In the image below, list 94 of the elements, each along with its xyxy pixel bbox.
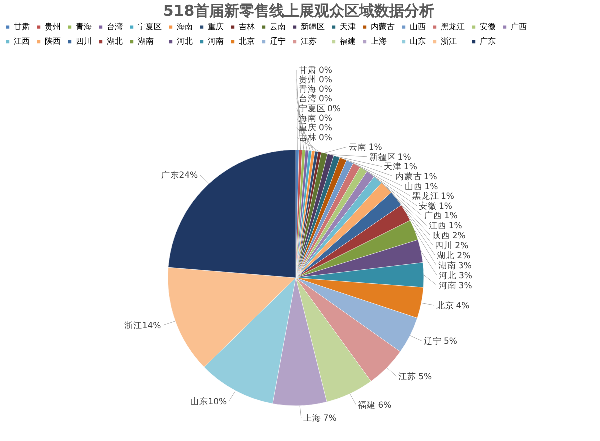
data-label: 1%: [439, 202, 453, 212]
slice-label: 四川: [435, 240, 454, 252]
data-label: 10%: [208, 398, 228, 408]
data-label: 1%: [398, 152, 412, 163]
data-label: 5%: [444, 337, 458, 348]
legend-label: 青海: [76, 22, 92, 32]
data-label: 24%: [179, 171, 198, 182]
data-label: 14%: [142, 321, 162, 332]
data-label: 1%: [441, 192, 455, 202]
data-label: 2%: [455, 241, 469, 252]
slice-label: 湖南: [438, 260, 456, 272]
data-label: 5%: [418, 372, 432, 382]
slice-label: 天津: [384, 162, 402, 173]
legend-label: 云南: [270, 22, 286, 32]
legend-label: 河北: [177, 37, 193, 46]
slice-label: 安徽: [419, 200, 438, 212]
slice-label: 陕西: [432, 230, 450, 242]
data-label: 1%: [424, 182, 438, 192]
legend-label: 北京: [239, 37, 255, 46]
slice-label: 山西: [404, 181, 423, 192]
slice-label: 江西: [428, 220, 447, 232]
slice-label: 北京: [436, 300, 454, 312]
slice-label: 重庆: [299, 122, 317, 134]
slice-label: 上海: [303, 412, 322, 424]
data-label: 3%: [458, 271, 472, 282]
legend-label: 黑龙江: [441, 22, 465, 32]
data-label: 1%: [404, 162, 418, 173]
slice-label: 云南: [348, 142, 367, 154]
legend-label: 上海: [371, 37, 387, 46]
slice-label: 新疆区: [369, 152, 396, 163]
data-label: 0%: [319, 124, 332, 134]
data-label: 0%: [319, 66, 332, 76]
legend-label: 辽宁: [270, 37, 286, 46]
legend-label: 河南: [208, 37, 224, 46]
legend-label: 四川: [76, 37, 92, 46]
slice-label: 广西: [424, 210, 442, 222]
slice-label: 台湾: [299, 94, 317, 105]
data-label: 0%: [319, 94, 332, 105]
slice-label: 广东: [161, 170, 180, 182]
data-label: 2%: [457, 251, 471, 262]
slice-label: 江苏: [398, 371, 417, 382]
slice-label: 山东: [190, 396, 208, 408]
legend-label: 江苏: [301, 37, 317, 46]
legend-label: 重庆: [208, 22, 224, 32]
legend-label: 福建: [340, 37, 356, 46]
legend-label: 贵州: [45, 22, 61, 32]
data-label: 4%: [456, 302, 470, 312]
slice-label: 湖北: [437, 250, 456, 262]
data-label: 0%: [319, 75, 332, 86]
legend-label: 宁夏区: [138, 22, 162, 32]
data-label: 6%: [378, 400, 392, 411]
legend-label: 广西: [511, 22, 527, 32]
data-label: 3%: [458, 281, 472, 292]
legend-label: 浙江: [441, 37, 457, 46]
data-label: 0%: [319, 133, 332, 144]
slice-label: 吉林: [299, 132, 317, 144]
slice-label: 青海: [299, 84, 317, 95]
slice-label: 浙江: [124, 320, 142, 332]
slice-label: 甘肃: [299, 65, 317, 76]
legend-label: 安徽: [480, 22, 496, 32]
data-label: 3%: [458, 261, 472, 272]
data-label: 7%: [323, 414, 337, 424]
legend-label: 台湾: [107, 22, 123, 32]
legend-label: 江西: [14, 37, 30, 46]
slice-label: 福建: [358, 400, 376, 411]
data-label: 0%: [319, 84, 332, 95]
legend-label: 山西: [410, 22, 426, 32]
legend-label: 新疆区: [301, 22, 325, 32]
slice-label: 海南: [299, 113, 317, 124]
legend-label: 内蒙古: [371, 22, 395, 32]
slice-label: 黑龙江: [412, 191, 440, 202]
data-label: 0%: [319, 114, 332, 124]
slice-label: 辽宁: [424, 336, 442, 348]
slice-label: 河北: [438, 270, 457, 282]
legend-label: 海南: [177, 22, 193, 32]
legend-label: 陕西: [45, 37, 61, 46]
data-label: 1%: [368, 143, 382, 154]
legend-label: 湖北: [107, 37, 123, 46]
data-label: 1%: [424, 172, 438, 182]
legend-label: 甘肃: [14, 22, 30, 32]
data-label: 2%: [452, 232, 466, 242]
chart-title: 518首届新零售线上展观众区域数据分析: [163, 2, 435, 20]
slice-label: 宁夏区: [299, 103, 326, 114]
slice-label: 内蒙古: [395, 171, 422, 182]
slice-label: 河南: [438, 280, 457, 292]
slice-label: 贵州: [299, 74, 317, 86]
data-label: 1%: [448, 222, 462, 232]
legend-label: 广东: [480, 37, 496, 46]
legend-label: 湖南: [138, 37, 154, 46]
legend-label: 吉林: [239, 22, 255, 32]
legend-label: 天津: [340, 22, 356, 32]
legend-label: 山东: [410, 37, 426, 46]
data-label: 0%: [328, 104, 341, 114]
data-label: 1%: [444, 212, 458, 222]
